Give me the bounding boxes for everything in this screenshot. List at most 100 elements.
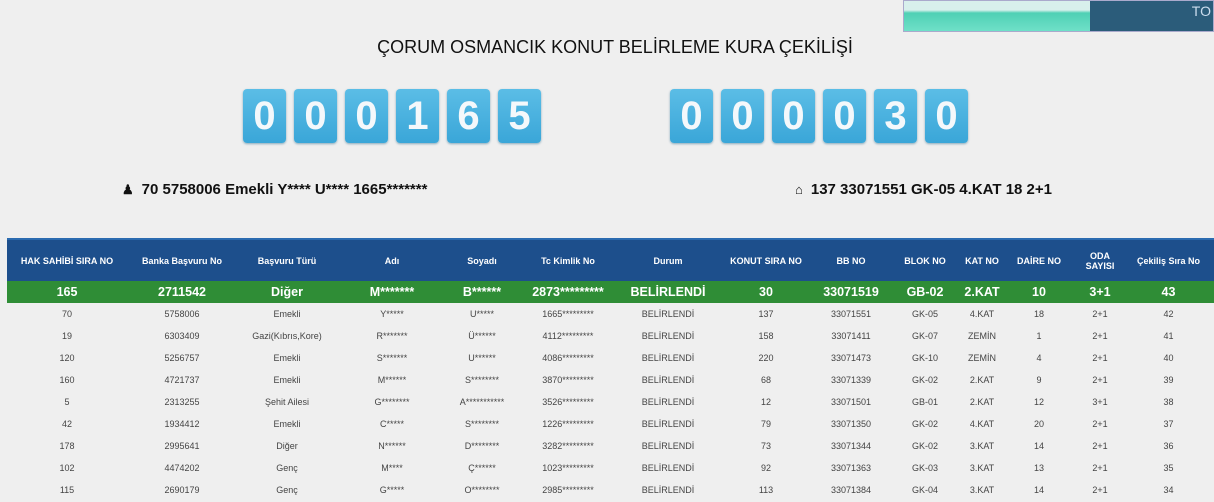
- table-cell: 2873*********: [517, 281, 619, 303]
- counter-digit: 0: [243, 89, 286, 143]
- table-cell: 42: [1163, 309, 1174, 319]
- table-cell: BELİRLENDİ: [641, 375, 695, 385]
- table-cell: 178: [59, 441, 75, 451]
- table-cell: 14: [1033, 441, 1044, 451]
- table-cell: Emekli: [273, 419, 301, 429]
- table-row: 120 5256757 Emekli S******* U****** 4086*****…: [7, 347, 1214, 369]
- table-cell: 1934412: [164, 419, 200, 429]
- table-cell: 2711542: [127, 281, 237, 303]
- table-cell: BELİRLENDİ: [641, 397, 695, 407]
- table-cell: 5758006: [164, 309, 200, 319]
- counter-digit: 0: [721, 89, 764, 143]
- column-header: Tc Kimlik No: [517, 238, 619, 281]
- table-cell: 2+1: [1092, 419, 1108, 429]
- table-cell: 12: [1033, 397, 1044, 407]
- table-cell: 3.KAT: [969, 463, 995, 473]
- table-cell: 2+1: [1092, 485, 1108, 495]
- table-cell: 41: [1163, 331, 1174, 341]
- table-cell: Diğer: [237, 281, 337, 303]
- column-header: Çekiliş Sıra No: [1123, 238, 1214, 281]
- table-cell: 2985*********: [542, 485, 594, 495]
- table-cell: 9: [1036, 375, 1042, 385]
- table-cell: 2+1: [1092, 353, 1108, 363]
- table-cell: GK-03: [911, 463, 938, 473]
- counter-digit: 3: [874, 89, 917, 143]
- table-cell: 73: [760, 441, 771, 451]
- table-cell: 3526*********: [542, 397, 594, 407]
- table-cell: 13: [1033, 463, 1044, 473]
- column-header: Durum: [619, 238, 717, 281]
- table-cell: 165: [7, 281, 127, 303]
- table-cell: 4: [1036, 353, 1042, 363]
- column-header: Banka Başvuru No: [127, 238, 237, 281]
- table-cell: O********: [464, 485, 500, 495]
- table-row: 102 4474202 Genç M**** Ç****** 1023********* B…: [7, 457, 1214, 479]
- table-cell: GK-04: [911, 485, 938, 495]
- counter-digit: 0: [294, 89, 337, 143]
- table-cell: 2995641: [164, 441, 200, 451]
- table-cell: 1: [1036, 331, 1042, 341]
- table-cell: G********: [374, 397, 410, 407]
- table-cell: Genç: [276, 485, 298, 495]
- table-cell: 68: [760, 375, 771, 385]
- table-cell: BELİRLENDİ: [641, 353, 695, 363]
- table-cell: 3+1: [1092, 397, 1108, 407]
- table-cell: 2+1: [1092, 375, 1108, 385]
- table-cell: 5: [64, 397, 70, 407]
- applicant-info: ♟ 70 5758006 Emekli Y**** U**** 1665*****…: [122, 181, 428, 198]
- table-cell: U*****: [469, 309, 494, 319]
- table-cell: ZEMİN: [968, 331, 996, 341]
- table-cell: N******: [378, 441, 406, 451]
- column-header: KAT NO: [963, 238, 1001, 281]
- table-cell: GK-02: [911, 419, 938, 429]
- column-header: HAK SAHİBİ SIRA NO: [7, 238, 127, 281]
- table-cell: 33071501: [830, 397, 872, 407]
- table-cell: 34: [1163, 485, 1174, 495]
- table-cell: A***********: [459, 397, 505, 407]
- table-cell: 5256757: [164, 353, 200, 363]
- table-cell: S********: [464, 419, 500, 429]
- table-cell: GK-02: [911, 375, 938, 385]
- table-cell: 6303409: [164, 331, 200, 341]
- table-cell: 40: [1163, 353, 1174, 363]
- table-cell: 39: [1163, 375, 1174, 385]
- table-cell: S*******: [376, 353, 408, 363]
- table-row: 42 1934412 Emekli C***** S******** 1226******…: [7, 413, 1214, 435]
- table-cell: 4086*********: [542, 353, 594, 363]
- user-icon: ♟: [122, 182, 134, 197]
- table-cell: S********: [464, 375, 500, 385]
- column-header: DAİRE NO: [1001, 238, 1077, 281]
- table-cell: 14: [1033, 485, 1044, 495]
- table-header: HAK SAHİBİ SIRA NO Banka Başvuru No Başvur…: [7, 238, 1214, 281]
- table-cell: 33071350: [830, 419, 872, 429]
- table-cell: 2+1: [1092, 441, 1108, 451]
- table-cell: ZEMİN: [968, 353, 996, 363]
- table-cell: BELİRLENDİ: [641, 441, 695, 451]
- table-cell: 160: [59, 375, 75, 385]
- counter-digit: 1: [396, 89, 439, 143]
- table-cell: Emekli: [273, 309, 301, 319]
- table-cell: 1023*********: [542, 463, 594, 473]
- counter-digit: 5: [498, 89, 541, 143]
- table-cell: 18: [1033, 309, 1044, 319]
- counter-digit: 0: [823, 89, 866, 143]
- table-cell: 33071411: [831, 331, 871, 341]
- table-row: 160 4721737 Emekli M****** S******** 3870****…: [7, 369, 1214, 391]
- table-cell: 2.KAT: [969, 397, 995, 407]
- table-cell: 3.KAT: [969, 485, 995, 495]
- counter-digit: 6: [447, 89, 490, 143]
- table-cell: Emekli: [273, 375, 301, 385]
- counter-digit: 0: [772, 89, 815, 143]
- table-cell: 19: [61, 331, 72, 341]
- table-cell: 2+1: [1092, 331, 1108, 341]
- counter-digit: 0: [925, 89, 968, 143]
- table-cell: GB-02: [887, 281, 963, 303]
- table-cell: 102: [59, 463, 75, 473]
- table-cell: 113: [758, 485, 774, 495]
- table-row: 70 5758006 Emekli Y***** U***** 1665*********…: [7, 303, 1214, 325]
- table-cell: 115: [59, 485, 75, 495]
- table-cell: Şehit Ailesi: [264, 397, 310, 407]
- table-cell: BELİRLENDİ: [641, 331, 695, 341]
- table-cell: 36: [1163, 441, 1174, 451]
- table-cell: 220: [758, 353, 774, 363]
